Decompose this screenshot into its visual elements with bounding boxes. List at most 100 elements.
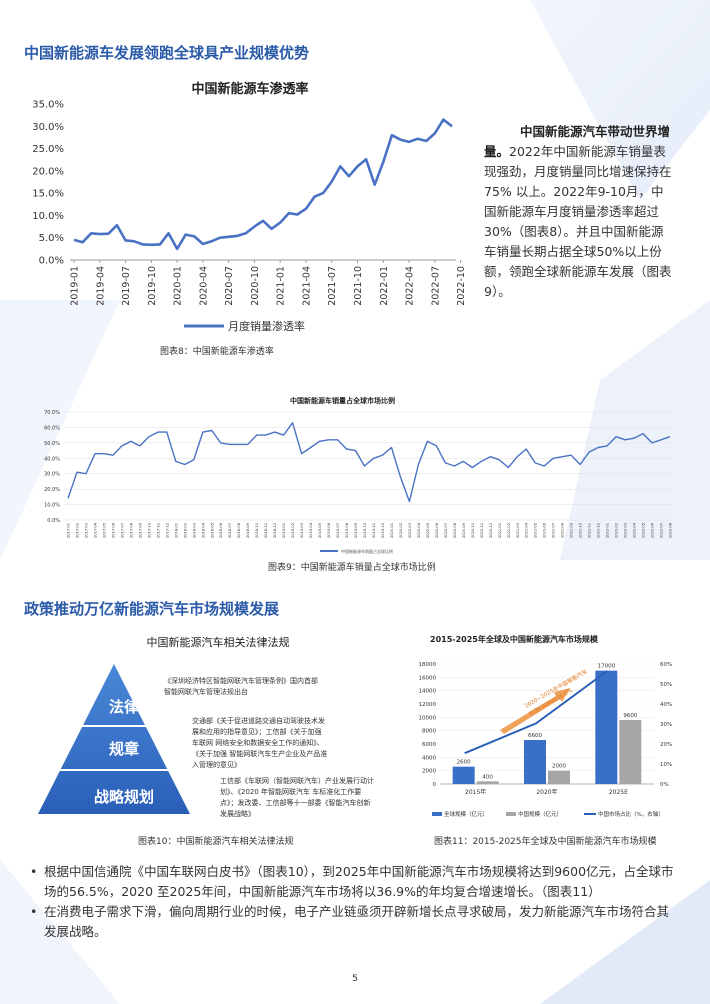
chart11-legend-china: 中国规模（亿元） bbox=[518, 810, 562, 818]
chart8-ytick: 35.0% bbox=[32, 100, 64, 111]
chart9-xtick: 2021-07 bbox=[552, 523, 556, 538]
chart8-series-line bbox=[73, 118, 453, 251]
chart9-xtick: 2020-07 bbox=[444, 523, 448, 538]
chart9-xtick: 2018-07 bbox=[228, 523, 232, 538]
chart11-y2tick: 60% bbox=[660, 662, 672, 668]
chart9-xtick: 2019-06 bbox=[327, 522, 331, 538]
chart8-legend-label: 月度销量渗透率 bbox=[228, 319, 305, 333]
chart9-xtick: 2018-02 bbox=[183, 523, 187, 538]
chart9-xtick: 2018-12 bbox=[273, 523, 277, 538]
chart11-title: 2015-2025年全球及中国新能源汽车市场规模 bbox=[430, 635, 598, 644]
chart9-ytick: 20.0% bbox=[44, 487, 60, 493]
chart11-ytick: 18000 bbox=[419, 662, 437, 668]
chart9-xtick: 2019-08 bbox=[345, 522, 349, 538]
chart9-xtick: 2017-06 bbox=[111, 522, 115, 538]
figure10-caption: 图表10：中国新能源汽车相关法律法规 bbox=[138, 837, 294, 847]
chart11-label-china: 2000 bbox=[552, 764, 566, 770]
chart11-bar-china bbox=[476, 781, 499, 784]
chart11-ytick: 14000 bbox=[419, 689, 437, 695]
chart8-xtick: 2019-07 bbox=[121, 266, 132, 306]
chart9-xtick: 2019-05 bbox=[318, 523, 322, 538]
chart9-xtick: 2020-06 bbox=[435, 522, 439, 538]
chart11-ytick: 12000 bbox=[419, 702, 437, 708]
chart9-xtick: 2021-02 bbox=[507, 523, 511, 538]
chart11-legend: 全球规模（亿元） 中国规模（亿元） 中国市场占比（%，右轴） bbox=[432, 810, 664, 818]
chart11-bar-global bbox=[524, 740, 546, 784]
chart9-xtick: 2020-03 bbox=[408, 523, 412, 538]
chart11-bar-global bbox=[595, 670, 618, 784]
chart9-xtick: 2022-07 bbox=[660, 523, 664, 538]
chart8-xtick: 2021-07 bbox=[327, 266, 338, 306]
chart9-xtick: 2019-04 bbox=[309, 522, 313, 538]
chart9-xtick: 2017-04 bbox=[93, 522, 97, 538]
chart8-xtick: 2020-10 bbox=[250, 266, 261, 306]
chart11-legend-global: 全球规模（亿元） bbox=[444, 810, 488, 818]
chart9-xtick: 2022-05 bbox=[642, 523, 646, 538]
chart9-xtick: 2022-06 bbox=[651, 522, 655, 538]
chart9-xtick: 2018-05 bbox=[210, 523, 214, 538]
chart8-xtick: 2021-04 bbox=[301, 266, 312, 306]
chart9-xtick: 2020-10 bbox=[471, 522, 475, 538]
chart9-ytick: 60.0% bbox=[44, 425, 60, 431]
chart8-ytick: 30.0% bbox=[32, 122, 64, 133]
chart11-caption: 图表11：2015-2025年全球及中国新能源汽车市场规模 bbox=[434, 837, 657, 847]
bullet-item: • 根据中国信通院《中国车联网白皮书》（图表10），到2025年中国新能源汽车市… bbox=[30, 862, 680, 902]
chart9-xtick: 2022-04 bbox=[633, 522, 637, 538]
chart11-svg: 0 2000 4000 6000 8000 10000 12000 14000 16000 180… bbox=[419, 662, 673, 818]
chart9-xtick: 2018-09 bbox=[246, 522, 250, 538]
chart9-xtick: 2018-04 bbox=[201, 522, 205, 538]
chart9-xtick: 2017-07 bbox=[120, 523, 124, 538]
chart8-xtick: 2021-10 bbox=[353, 266, 364, 306]
chart8-xtick: 2019-10 bbox=[147, 266, 158, 306]
chart9-xtick: 2017-11 bbox=[156, 523, 160, 538]
chart9-xtick: 2022-01 bbox=[606, 523, 610, 538]
chart9-xtick: 2018-11 bbox=[264, 523, 268, 538]
chart11-bar-china bbox=[619, 720, 642, 784]
chart9-xtick: 2020-04 bbox=[417, 522, 421, 538]
chart11-xtick: 2015年 bbox=[465, 788, 486, 796]
bullet-item: • 在消费电子需求下滑，偏向周期行业的时候，电子产业链亟须开辟新增长点寻求破局，… bbox=[30, 902, 680, 942]
chart8-ytick: 20.0% bbox=[32, 166, 64, 177]
chart11-bar-global bbox=[452, 766, 475, 784]
chart11-ytick: 2000 bbox=[422, 769, 436, 775]
pyramid-tier-strategy: 战略规划 bbox=[93, 788, 154, 806]
chart11-label-global: 2600 bbox=[457, 760, 471, 766]
chart9-xtick: 2018-03 bbox=[192, 523, 196, 538]
chart9-xtick: 2020-11 bbox=[480, 523, 484, 538]
pyramid-graphic bbox=[38, 664, 190, 814]
pyramid-note-law: 《深圳经济特区智能网联汽车管理条例》国内首部智能网联汽车管理法规出台 bbox=[164, 677, 318, 696]
chart9-xtick: 2022-03 bbox=[624, 523, 628, 538]
chart11-ytick: 16000 bbox=[419, 675, 437, 681]
chart9-xtick: 2020-01 bbox=[390, 523, 394, 538]
chart8-xtick: 2020-01 bbox=[173, 266, 184, 306]
chart11-xtick: 2020年 bbox=[536, 788, 557, 796]
chart9-ytick: 40.0% bbox=[44, 456, 60, 462]
chart9-xtick: 2021-03 bbox=[516, 523, 520, 538]
chart9-xtick: 2022-02 bbox=[615, 523, 619, 538]
side-paragraph-lead: 中国新能源汽车带动世界增量。 bbox=[484, 124, 671, 159]
chart8-ytick: 5.0% bbox=[39, 233, 64, 244]
chart11-ytick: 0 bbox=[433, 782, 437, 788]
chart9-xtick: 2017-10 bbox=[147, 522, 151, 538]
chart9-xtick: 2021-09 bbox=[570, 522, 574, 538]
chart11-y2tick: 50% bbox=[660, 682, 672, 688]
chart9-xtick: 2021-04 bbox=[525, 522, 529, 538]
chart11-y2tick: 30% bbox=[660, 722, 672, 728]
side-paragraph-body: 2022年中国新能源车销量表现强劲，月度销量同比增速保持在75% 以上。2022… bbox=[484, 144, 672, 299]
figure10-title: 中国新能源汽车相关法律法规 bbox=[146, 636, 290, 649]
chart11-annotation-line1: 2020~2025年中国智能汽车 bbox=[523, 667, 589, 710]
chart8-xtick: 2021-01 bbox=[276, 266, 287, 306]
pyramid-tier-regulation: 规章 bbox=[108, 740, 139, 758]
chart9-xtick: 2018-08 bbox=[237, 522, 241, 538]
chart11-label-global: 17000 bbox=[598, 664, 616, 670]
chart8-xtick: 2022-01 bbox=[379, 266, 390, 306]
chart9-xtick: 2021-11 bbox=[588, 523, 592, 538]
chart11-ytick: 6000 bbox=[422, 742, 436, 748]
chart9-xtick: 2017-09 bbox=[138, 522, 142, 538]
pyramid-note-strategy: 工信部《车联网（智能网联汽车）产业发展行动计划》、《2020 年智能网联汽车 车… bbox=[220, 777, 374, 818]
chart11-y2tick: 0% bbox=[660, 782, 669, 788]
chart9-ytick: 50.0% bbox=[44, 441, 60, 447]
chart9-xtick: 2019-02 bbox=[291, 523, 295, 538]
chart11-legend-share: 中国市场占比（%，右轴） bbox=[598, 810, 664, 818]
